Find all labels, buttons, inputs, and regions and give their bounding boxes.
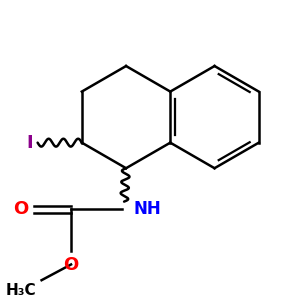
Text: O: O [63,256,79,274]
Text: H₃C: H₃C [6,283,37,298]
Text: O: O [14,200,29,218]
Text: I: I [26,134,33,152]
Text: NH: NH [134,200,162,218]
